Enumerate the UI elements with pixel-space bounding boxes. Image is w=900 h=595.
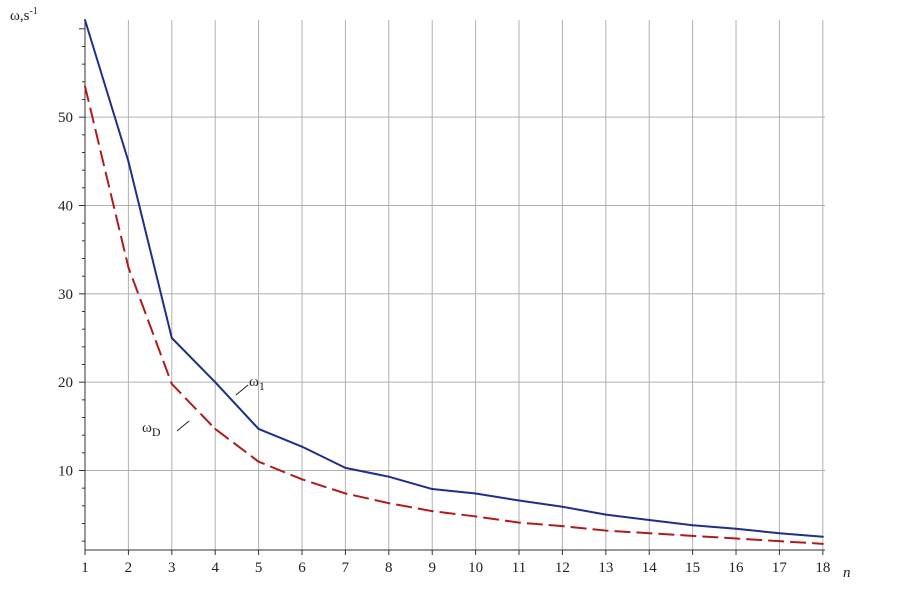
series-label-omega-1: ω1 (249, 374, 265, 393)
x-tick-label-4: 4 (211, 560, 219, 576)
x-tick-label-18: 18 (815, 560, 830, 576)
data-point-omega-1-7 (344, 466, 347, 469)
data-point-omega-1-17 (778, 532, 781, 535)
data-point-omega-1-15 (691, 524, 694, 527)
series-line-omega-1 (84, 19, 823, 538)
x-tick-label-12: 12 (555, 560, 570, 576)
x-tick-label-3: 3 (168, 560, 176, 576)
data-point-omega-d-3 (170, 382, 173, 385)
data-point-omega-d-10 (474, 515, 477, 518)
data-point-omega-1-5 (257, 427, 260, 430)
data-point-omega-1-11 (518, 499, 521, 502)
x-tick-label-7: 7 (342, 560, 350, 576)
data-point-omega-d-15 (691, 534, 694, 537)
data-point-omega-1-6 (301, 445, 304, 448)
x-tick-label-14: 14 (642, 560, 658, 576)
x-axis-label: n (843, 565, 851, 581)
axes (79, 20, 825, 555)
data-point-omega-1-12 (561, 505, 564, 508)
leader-omega-1 (235, 384, 249, 396)
y-axis-label-sup: -1 (29, 6, 37, 17)
data-point-omega-d-4 (214, 427, 217, 430)
data-point-omega-d-6 (301, 478, 304, 481)
data-point-omega-d-9 (431, 510, 434, 513)
data-point-omega-1-10 (474, 492, 477, 495)
data-point-omega-1-2 (127, 160, 130, 163)
data-point-omega-d-11 (518, 521, 521, 524)
data-point-omega-d-1 (84, 85, 86, 88)
data-point-omega-d-16 (735, 537, 738, 540)
data-point-omega-1-8 (387, 475, 390, 478)
data-point-omega-1-13 (604, 513, 607, 516)
data-point-omega-d-18 (821, 542, 824, 545)
data-point-omega-d-17 (778, 540, 781, 543)
data-point-omega-d-7 (344, 492, 347, 495)
y-axis-label: ω,s-1 (10, 6, 38, 24)
x-tick-label-6: 6 (298, 560, 306, 576)
x-tick-label-9: 9 (428, 560, 436, 576)
series-label-omega-1-main: ω (249, 374, 259, 390)
series-label-omega-1-sub: 1 (259, 379, 265, 393)
y-tick-label-50: 50 (58, 110, 73, 126)
series-label-omega-d-sub: D (152, 425, 161, 439)
data-point-omega-d-12 (561, 525, 564, 528)
leader-omega-d (176, 420, 190, 432)
x-tick-label-8: 8 (385, 560, 393, 576)
x-tick-label-13: 13 (598, 560, 613, 576)
x-tick-label-15: 15 (685, 560, 700, 576)
data-point-omega-1-3 (170, 337, 173, 339)
series-line-omega-d (84, 86, 823, 545)
data-point-omega-d-13 (604, 529, 607, 532)
data-point-omega-1-9 (431, 488, 434, 491)
x-tick-label-2: 2 (125, 560, 133, 576)
x-tick-label-16: 16 (729, 560, 745, 576)
y-tick-label-10: 10 (58, 464, 73, 480)
data-point-omega-1-4 (214, 381, 217, 384)
x-tick-label-11: 11 (512, 560, 526, 576)
y-tick-label-20: 20 (58, 375, 73, 391)
data-point-omega-1-1 (84, 19, 86, 21)
data-point-omega-1-16 (735, 527, 738, 530)
data-point-omega-d-14 (648, 532, 651, 535)
x-tick-label-17: 17 (772, 560, 788, 576)
data-point-omega-d-5 (257, 460, 260, 463)
data-point-omega-d-2 (127, 266, 130, 269)
series-label-omega-d-main: ω (142, 420, 152, 436)
x-tick-label-10: 10 (468, 560, 483, 576)
series-label-omega-d: ωD (142, 420, 161, 439)
grid-lines (85, 20, 825, 550)
data-point-omega-1-18 (821, 535, 824, 538)
data-point-omega-d-8 (387, 502, 390, 505)
data-point-omega-1-14 (648, 518, 651, 521)
y-axis-label-main: ω,s (10, 8, 30, 24)
x-tick-label-1: 1 (81, 560, 89, 576)
y-tick-label-40: 40 (58, 199, 73, 215)
series-lines (84, 19, 824, 545)
x-tick-label-5: 5 (255, 560, 263, 576)
y-tick-label-30: 30 (58, 287, 73, 303)
